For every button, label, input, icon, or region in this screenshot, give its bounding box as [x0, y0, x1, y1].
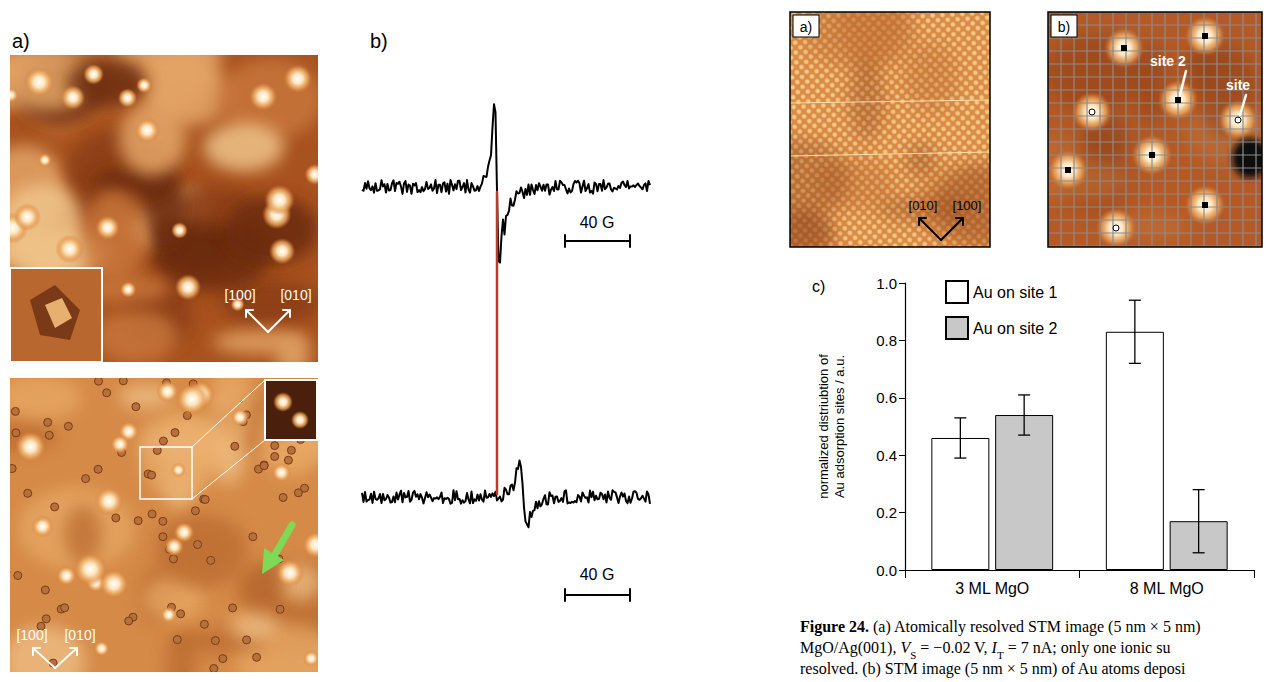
svg-text:Figure 24. (a) Atomically reso: Figure 24. (a) Atomically resolved STM i… — [800, 618, 1201, 636]
svg-text:site: site — [1226, 77, 1250, 93]
svg-text:Au on site 2: Au on site 2 — [973, 320, 1058, 337]
svg-text:[100]: [100] — [16, 627, 47, 643]
svg-text:Au adsorption sites / a.u.: Au adsorption sites / a.u. — [832, 355, 847, 498]
svg-text:0.4: 0.4 — [876, 447, 897, 464]
svg-text:0.8: 0.8 — [876, 332, 897, 349]
svg-text:[010]: [010] — [64, 627, 95, 643]
svg-text:[100]: [100] — [953, 198, 982, 213]
svg-text:Au on site 1: Au on site 1 — [973, 284, 1058, 301]
svg-text:0.0: 0.0 — [876, 562, 897, 579]
svg-text:normalized distriubtion of: normalized distriubtion of — [816, 354, 831, 499]
svg-text:resolved. (b) STM image (5 nm: resolved. (b) STM image (5 nm × 5 nm) of… — [800, 660, 1186, 678]
svg-text:3 ML MgO: 3 ML MgO — [955, 580, 1029, 597]
svg-text:[010]: [010] — [909, 198, 938, 213]
svg-text:a): a) — [800, 19, 812, 35]
svg-text:40 G: 40 G — [580, 214, 615, 231]
svg-text:c): c) — [812, 278, 825, 295]
svg-text:b): b) — [370, 30, 388, 52]
svg-text:40 G: 40 G — [580, 566, 615, 583]
svg-text:site 2: site 2 — [1150, 53, 1186, 69]
svg-text:b): b) — [1058, 19, 1070, 35]
svg-text:1.0: 1.0 — [876, 275, 897, 292]
svg-text:[100]: [100] — [224, 287, 255, 303]
svg-text:MgO/Ag(001), VS = −0.02 V, IT: MgO/Ag(001), VS = −0.02 V, IT = 7 nA; on… — [800, 639, 1170, 661]
svg-text:[010]: [010] — [280, 287, 311, 303]
svg-text:a): a) — [12, 30, 30, 52]
svg-text:8 ML MgO: 8 ML MgO — [1130, 580, 1204, 597]
svg-text:0.2: 0.2 — [876, 504, 897, 521]
svg-text:0.6: 0.6 — [876, 389, 897, 406]
